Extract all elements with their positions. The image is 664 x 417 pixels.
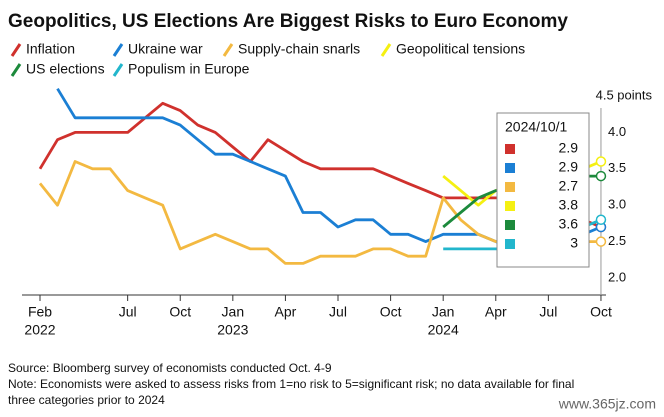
tooltip-swatch [505, 239, 515, 249]
note: Note: Economists were asked to assess ri… [8, 377, 574, 391]
x-tick-label: Apr [275, 304, 297, 320]
y-tick-label: 2.5 [608, 233, 626, 248]
x-tick-label: Feb [28, 304, 52, 320]
chart-title: Geopolitics, US Elections Are Biggest Ri… [8, 11, 568, 32]
legend-label: Ukraine war [128, 41, 203, 57]
tooltip-value: 2.7 [559, 178, 579, 194]
x-tick-label: Jul [119, 304, 137, 320]
y-tick-label: 4.0 [608, 124, 626, 139]
x-tick-label: Jul [329, 304, 347, 320]
source: Source: Bloomberg survey of economists c… [8, 361, 332, 375]
year-label: 2024 [428, 322, 459, 338]
end-marker [595, 156, 607, 167]
legend-swatch [222, 43, 234, 57]
x-tick-label: Oct [590, 304, 612, 320]
x-tick-label: Jan [432, 304, 455, 320]
watermark: www.365jz.com [558, 396, 656, 412]
y-tick-label: 4.5 points [596, 87, 653, 102]
legend-label: Inflation [26, 41, 75, 57]
tooltip-swatch [505, 182, 515, 192]
tooltip-value: 3 [570, 235, 578, 251]
legend-swatch [112, 43, 124, 57]
tooltip-swatch [505, 163, 515, 173]
legend-swatch [10, 43, 22, 57]
legend-label: Populism in Europe [128, 61, 250, 77]
tooltip-value: 2.9 [559, 140, 579, 156]
y-tick-label: 3.5 [608, 160, 626, 175]
tooltip-value: 3.8 [559, 197, 579, 213]
y-tick-label: 3.0 [608, 197, 626, 212]
tooltip-swatch [505, 144, 515, 154]
year-label: 2023 [217, 322, 248, 338]
tooltip-title: 2024/10/1 [505, 119, 567, 135]
end-marker [595, 214, 607, 226]
legend-label: Supply-chain snarls [238, 41, 360, 57]
x-tick-label: Oct [169, 304, 191, 320]
x-tick-label: Oct [380, 304, 402, 320]
x-tick-label: Jan [222, 304, 245, 320]
x-tick-label: Apr [485, 304, 507, 320]
legend-label: Geopolitical tensions [396, 41, 525, 57]
legend-swatch [112, 63, 124, 77]
tooltip-value: 2.9 [559, 159, 579, 175]
note: three categories prior to 2024 [8, 393, 165, 407]
tooltip-swatch [505, 220, 515, 230]
legend-swatch [380, 43, 392, 57]
end-marker [595, 170, 607, 182]
tooltip-swatch [505, 201, 515, 211]
tooltip-value: 3.6 [559, 216, 579, 232]
x-tick-label: Jul [539, 304, 557, 320]
tooltip: 2024/10/1 2.9 2.9 2.7 3.8 3.6 3 [496, 112, 590, 268]
legend-label: US elections [26, 61, 105, 77]
year-label: 2022 [24, 322, 55, 338]
y-tick-label: 2.0 [608, 269, 626, 284]
legend-swatch [10, 63, 22, 77]
end-marker [595, 236, 607, 247]
